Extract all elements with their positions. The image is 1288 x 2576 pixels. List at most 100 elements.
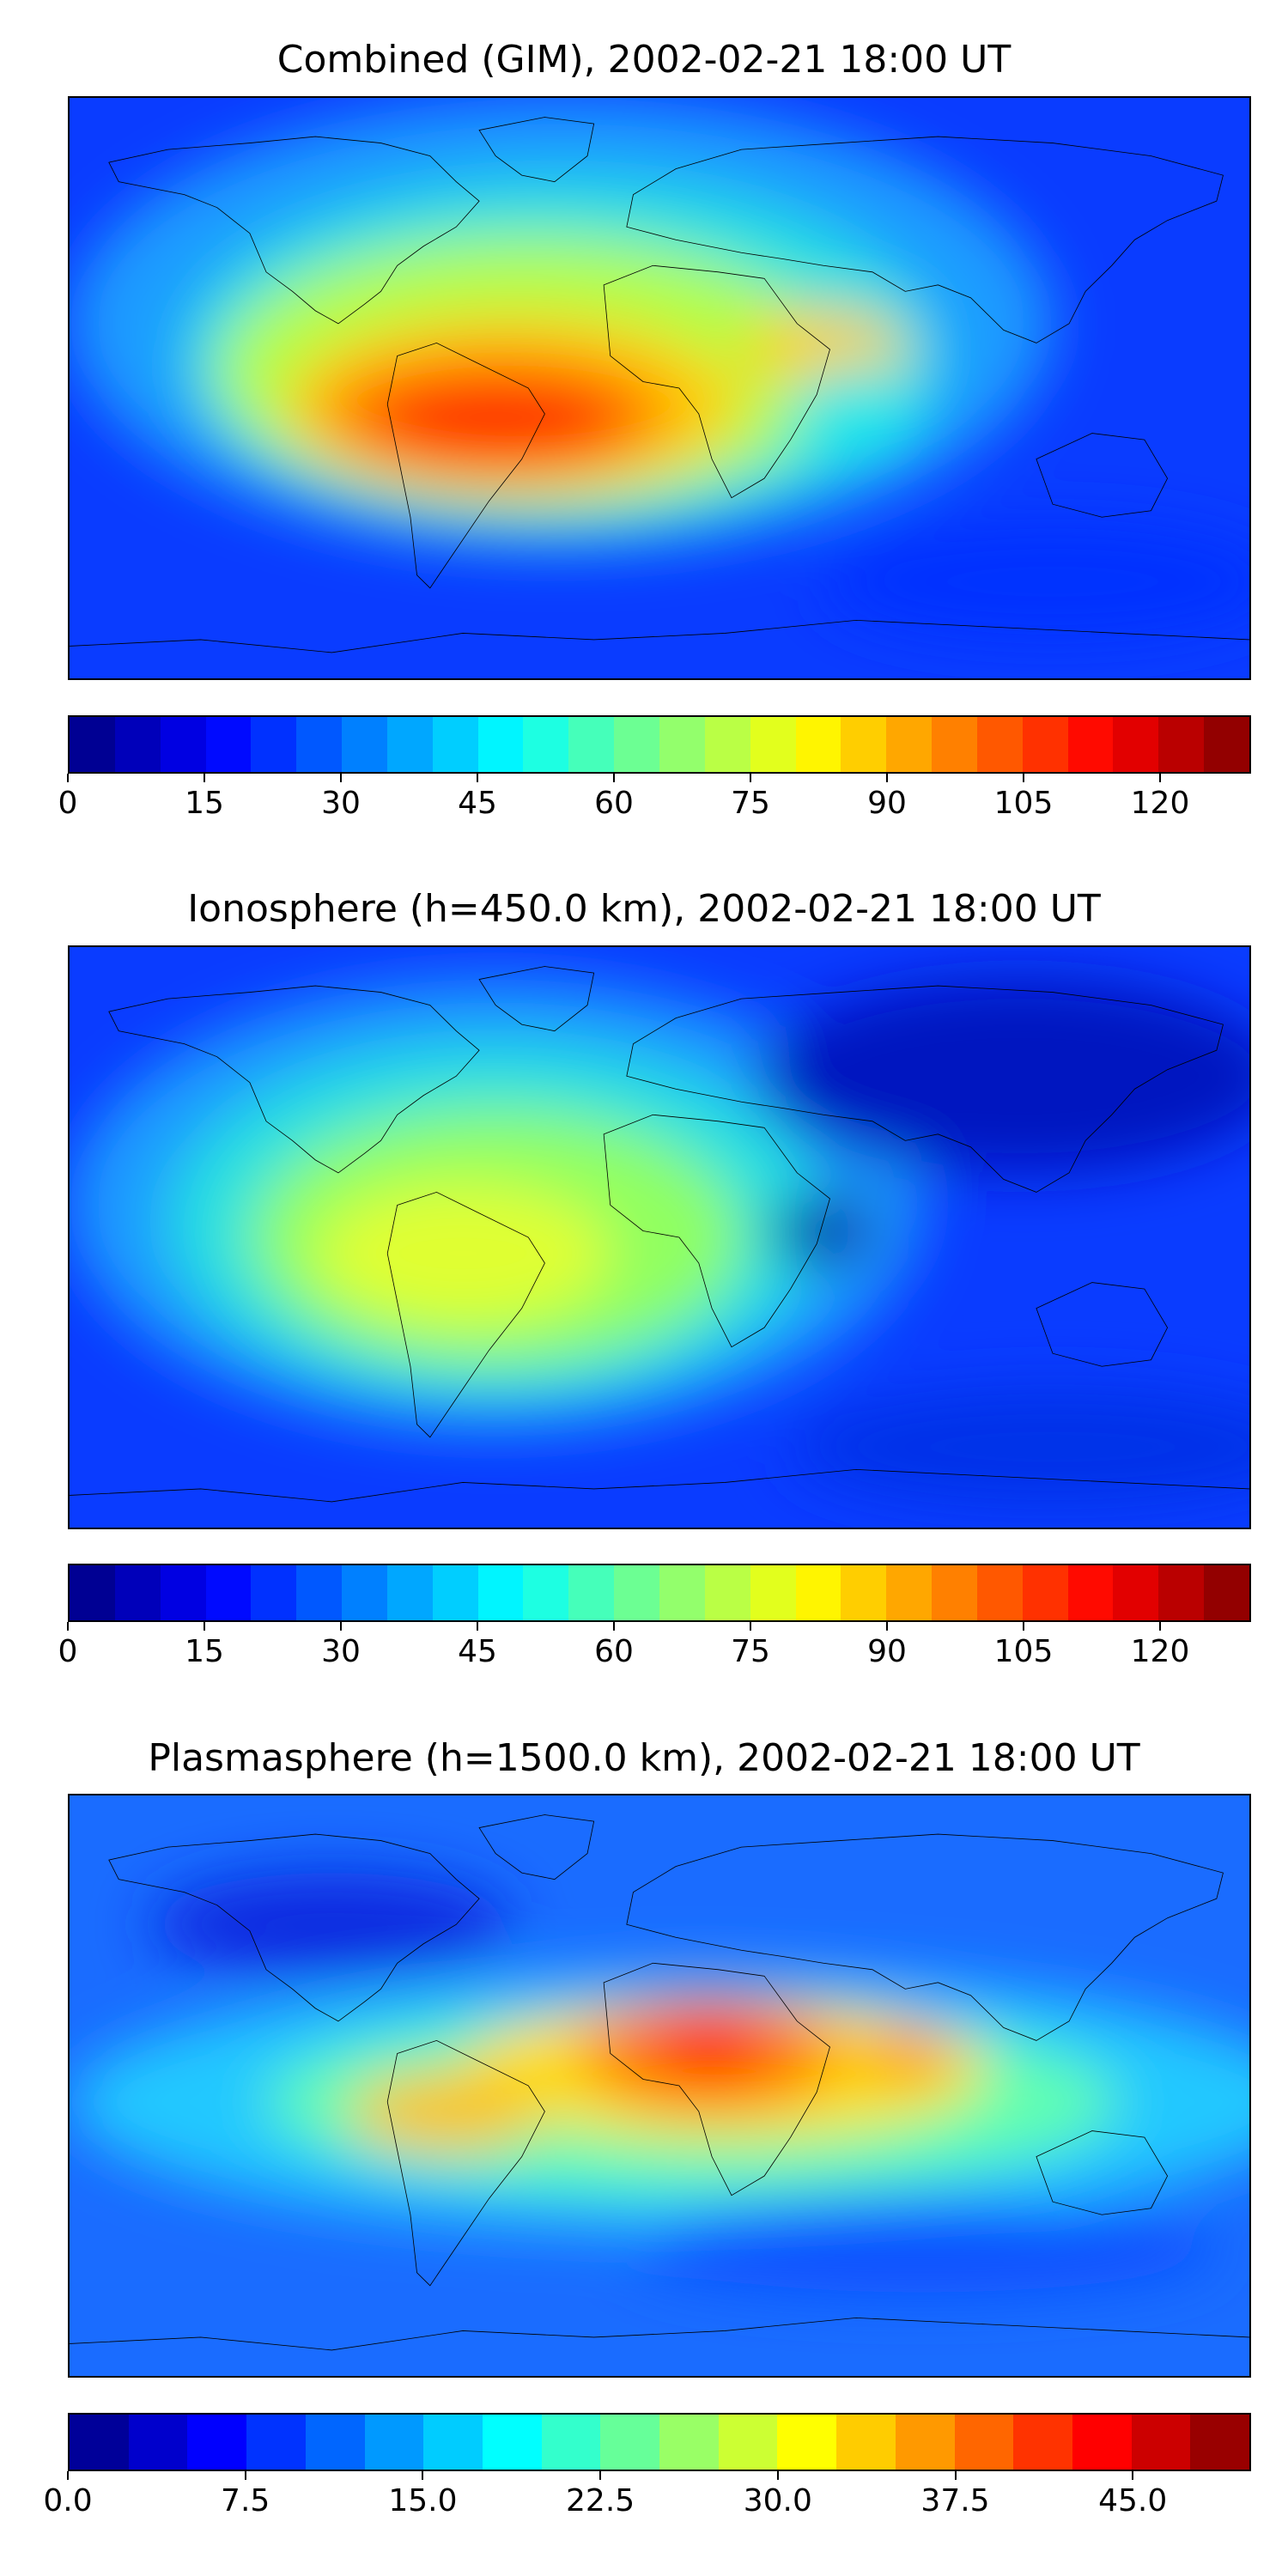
- colorbar-segment: [659, 2415, 719, 2470]
- colorbar-segment: [187, 2415, 247, 2470]
- panel-2-title: Ionosphere (h=450.0 km), 2002-02-21 18:0…: [187, 887, 1101, 931]
- colorbar-segment: [205, 717, 252, 772]
- colorbar-segment: [342, 1565, 387, 1620]
- colorbar-tick: [776, 2471, 779, 2480]
- panel-3-title: Plasmasphere (h=1500.0 km), 2002-02-21 1…: [148, 1736, 1140, 1780]
- colorbar-segment: [1158, 717, 1205, 772]
- colorbar-segment: [305, 2415, 365, 2470]
- colorbar-segment: [841, 717, 887, 772]
- panel-2-map-svg: [70, 947, 1249, 1528]
- colorbar-tick: [67, 774, 69, 782]
- colorbar-tick-label: 30: [321, 1634, 361, 1669]
- colorbar-tick-label: 30: [321, 786, 361, 821]
- coastline: [1036, 1283, 1168, 1367]
- coastline: [604, 1963, 829, 2195]
- colorbar-tick: [340, 774, 342, 782]
- colorbar-segment: [160, 1565, 206, 1620]
- colorbar-segment: [386, 717, 433, 772]
- colorbar-segment: [114, 717, 161, 772]
- colorbar-tick: [422, 2471, 424, 2480]
- colorbar-tick-label: 75: [731, 1634, 770, 1669]
- colorbar-tick: [954, 2471, 957, 2480]
- colorbar-segment: [251, 1565, 297, 1620]
- panel-3-map: [68, 1794, 1251, 2378]
- colorbar-segment: [160, 717, 206, 772]
- panel-3-colorbar-ticks: 0.0 7.5 15.0 22.5 30.0 37.5 45.0: [43, 2471, 1251, 2523]
- colorbar-segment: [477, 717, 524, 772]
- colorbar-segment: [704, 717, 750, 772]
- colorbar-tick: [886, 1622, 888, 1631]
- colorbar-tick-label: 45: [458, 1634, 497, 1669]
- coastline: [387, 1192, 544, 1437]
- colorbar-segment: [1204, 1565, 1249, 1620]
- panel-3-map-svg: [70, 1795, 1249, 2376]
- colorbar-tick: [750, 1622, 751, 1631]
- colorbar-segment: [600, 2415, 660, 2470]
- panel-2-colorbar: [68, 1564, 1251, 1622]
- colorbar-segment: [541, 2415, 601, 2470]
- colorbar-tick: [67, 1622, 69, 1631]
- coastline: [1036, 434, 1168, 518]
- colorbar-tick-label: 15: [185, 786, 224, 821]
- colorbar-segment: [704, 1565, 750, 1620]
- colorbar-tick: [750, 774, 751, 782]
- colorbar-segment: [841, 1565, 887, 1620]
- colorbar-tick-label: 60: [594, 786, 634, 821]
- colorbar-segment: [432, 1565, 478, 1620]
- colorbar-segment: [342, 717, 387, 772]
- colorbar-segment: [70, 2415, 129, 2470]
- colorbar-segment: [932, 1565, 977, 1620]
- colorbar-segment: [886, 717, 933, 772]
- coastline: [109, 1834, 479, 2021]
- colorbar-tick: [340, 1622, 342, 1631]
- colorbar-tick: [1023, 1622, 1024, 1631]
- colorbar-segment: [364, 2415, 424, 2470]
- colorbar-tick-label: 45: [458, 786, 497, 821]
- colorbar-segment: [895, 2415, 955, 2470]
- colorbar-segment: [886, 1565, 933, 1620]
- colorbar-tick: [1159, 1622, 1161, 1631]
- colorbar-tick-label: 37.5: [920, 2483, 990, 2518]
- colorbar-segment: [750, 717, 796, 772]
- colorbar-segment: [954, 2415, 1014, 2470]
- panel-1-colorbar: [68, 715, 1251, 774]
- colorbar-tick: [67, 2471, 69, 2480]
- colorbar-tick: [613, 1622, 615, 1631]
- colorbar-segment: [932, 717, 977, 772]
- colorbar-tick: [244, 2471, 246, 2480]
- colorbar-segment: [795, 1565, 841, 1620]
- colorbar-segment: [1113, 717, 1159, 772]
- coastline: [387, 2040, 544, 2285]
- panel-1-field: [70, 98, 1249, 640]
- colorbar-tick: [204, 1622, 205, 1631]
- colorbar-segment: [1204, 717, 1249, 772]
- coastline: [627, 137, 1224, 343]
- panel-1-map-svg: [70, 98, 1249, 678]
- colorbar-segment: [1131, 2415, 1191, 2470]
- colorbar-segment: [795, 717, 841, 772]
- colorbar-tick-label: 105: [993, 1634, 1054, 1669]
- colorbar-segment: [614, 1565, 659, 1620]
- colorbar-tick-label: 15: [185, 1634, 224, 1669]
- colorbar-segment: [482, 2415, 542, 2470]
- panel-2-colorbar-ticks: 0 15 30 45 60 75 90 105 120: [58, 1622, 1251, 1674]
- colorbar-segment: [568, 1565, 615, 1620]
- panel-3-field: [70, 1873, 1249, 2293]
- colorbar-segment: [659, 1565, 705, 1620]
- colorbar-tick: [477, 1622, 478, 1631]
- colorbar-segment: [70, 717, 115, 772]
- panel-1-colorbar-ticks: 0 15 30 45 60 75 90 105 120: [58, 774, 1251, 825]
- colorbar-tick-label: 0.0: [43, 2483, 93, 2518]
- colorbar-segment: [423, 2415, 483, 2470]
- colorbar-segment: [777, 2415, 837, 2470]
- colorbar-tick: [886, 774, 888, 782]
- colorbar-segment: [114, 1565, 161, 1620]
- colorbar-segment: [1072, 2415, 1132, 2470]
- coastline: [604, 265, 829, 497]
- colorbar-tick: [613, 774, 615, 782]
- coastline: [70, 620, 1249, 653]
- panel-1-title: Combined (GIM), 2002-02-21 18:00 UT: [276, 38, 1012, 82]
- colorbar-tick-label: 105: [993, 786, 1054, 821]
- colorbar-segment: [976, 717, 1023, 772]
- colorbar-segment: [1022, 717, 1068, 772]
